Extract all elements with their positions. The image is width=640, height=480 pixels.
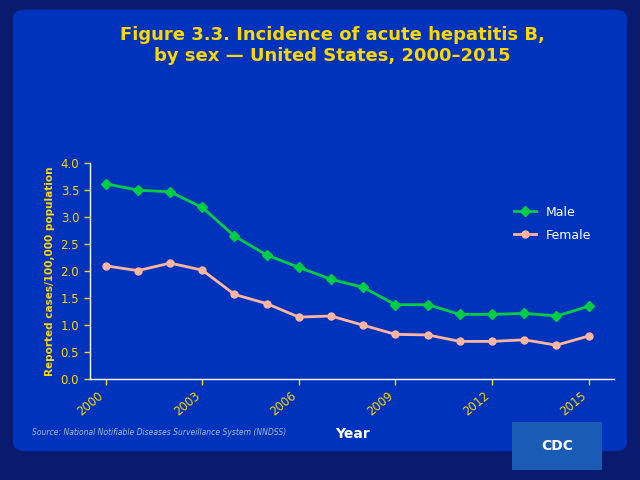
Text: CDC: CDC (541, 439, 573, 454)
Male (360, 285, 367, 290)
Female (585, 333, 593, 339)
Male (585, 303, 593, 309)
Female (327, 313, 335, 319)
Female (392, 332, 399, 337)
X-axis label: Year: Year (335, 427, 369, 441)
Female (166, 260, 174, 266)
Female (102, 263, 109, 269)
Y-axis label: Reported cases/100,000 population: Reported cases/100,000 population (45, 167, 55, 376)
Male (424, 302, 431, 308)
Female (198, 267, 206, 273)
Male (230, 233, 238, 239)
Female (134, 268, 141, 274)
Female (424, 332, 431, 338)
Male (327, 276, 335, 282)
Line: Female: Female (102, 260, 592, 348)
Male (134, 187, 141, 193)
Male (198, 204, 206, 210)
Line: Male: Male (102, 180, 592, 320)
Female (230, 291, 238, 297)
Female (456, 338, 464, 344)
Female (488, 338, 496, 344)
Male (392, 302, 399, 308)
Male (520, 311, 528, 316)
Male (102, 181, 109, 187)
Female (295, 314, 303, 320)
Female (360, 323, 367, 328)
Male (295, 264, 303, 270)
Text: Figure 3.3. Incidence of acute hepatitis B,
by sex — United States, 2000–2015: Figure 3.3. Incidence of acute hepatitis… (120, 26, 545, 65)
Legend: Male, Female: Male, Female (508, 199, 598, 248)
Female (552, 342, 560, 348)
Male (263, 252, 271, 258)
Text: Source: National Notifiable Diseases Surveillance System (NNDSS): Source: National Notifiable Diseases Sur… (32, 428, 286, 437)
Male (488, 312, 496, 317)
Male (456, 312, 464, 317)
Male (552, 313, 560, 319)
Male (166, 189, 174, 195)
Female (520, 337, 528, 343)
Female (263, 300, 271, 307)
